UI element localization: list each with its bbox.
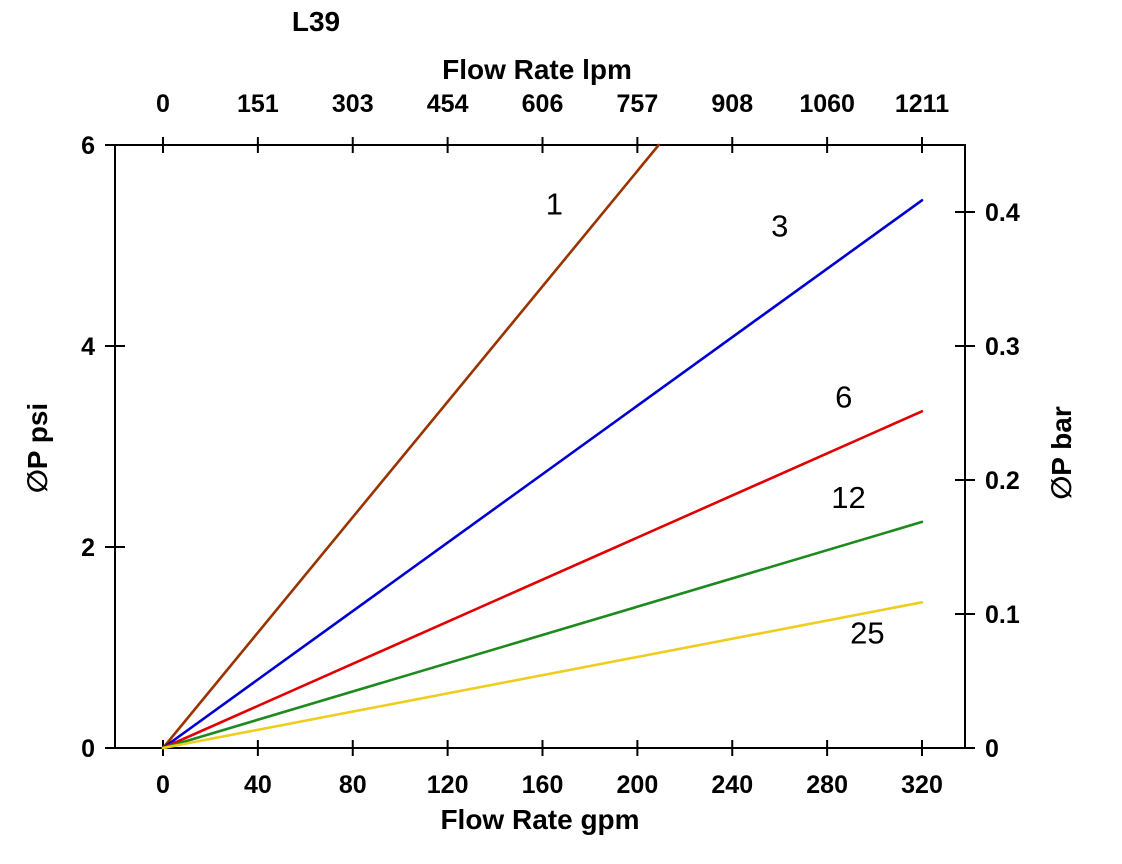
left-axis-tick-label: 6: [81, 132, 95, 160]
bottom-axis-tick-label: 200: [617, 771, 659, 799]
bottom-axis-tick-label: 120: [427, 771, 469, 799]
series-label-25: 25: [850, 615, 884, 650]
top-axis-tick-label: 606: [522, 90, 564, 118]
left-axis-tick-label: 0: [81, 735, 95, 763]
top-axis-tick-label: 1211: [895, 90, 949, 118]
bottom-axis-tick-label: 40: [244, 771, 272, 799]
bottom-axis-tick-label: 160: [522, 771, 564, 799]
right-axis-tick-label: 0.3: [985, 333, 1020, 361]
series-line-1: [161, 143, 661, 750]
top-axis-tick-label: 908: [711, 90, 753, 118]
top-axis-tick-label: 454: [427, 90, 469, 118]
bottom-axis-tick-label: 240: [711, 771, 753, 799]
chart-title: L39: [291, 6, 341, 37]
bottom-axis-tick-label: 320: [901, 771, 943, 799]
top-axis-tick-label: 0: [156, 90, 170, 118]
series-line-3: [161, 199, 924, 750]
bottom-axis-tick-label: 0: [156, 771, 170, 799]
top-axis-label: Flow Rate lpm: [442, 54, 632, 85]
left-axis-label: ∅P psi: [22, 402, 53, 494]
left-axis-tick-label: 2: [81, 534, 95, 562]
series-label-12: 12: [831, 480, 865, 515]
series-label-6: 6: [835, 379, 852, 414]
bottom-axis-tick-label: 80: [339, 771, 367, 799]
bottom-axis-tick-label: 280: [806, 771, 848, 799]
right-axis-tick-label: 0.2: [985, 467, 1020, 495]
series-label-1: 1: [546, 186, 563, 221]
right-axis-tick-label: 0: [985, 735, 999, 763]
series-line-25: [161, 600, 924, 750]
left-axis-tick-label: 4: [81, 333, 95, 361]
bottom-axis-label: Flow Rate gpm: [440, 804, 640, 835]
top-axis-tick-label: 151: [237, 90, 279, 118]
plot-frame: [114, 144, 966, 749]
top-axis-tick-label: 757: [617, 90, 659, 118]
right-axis-tick-label: 0.1: [985, 601, 1020, 629]
right-axis-tick-label: 0.4: [985, 199, 1020, 227]
series-line-6: [161, 409, 924, 750]
series-label-3: 3: [771, 208, 788, 243]
right-axis-label: ∅P bar: [1046, 406, 1077, 500]
top-axis-tick-label: 303: [332, 90, 374, 118]
series-line-12: [161, 520, 924, 750]
top-axis-tick-label: 1060: [799, 90, 855, 118]
